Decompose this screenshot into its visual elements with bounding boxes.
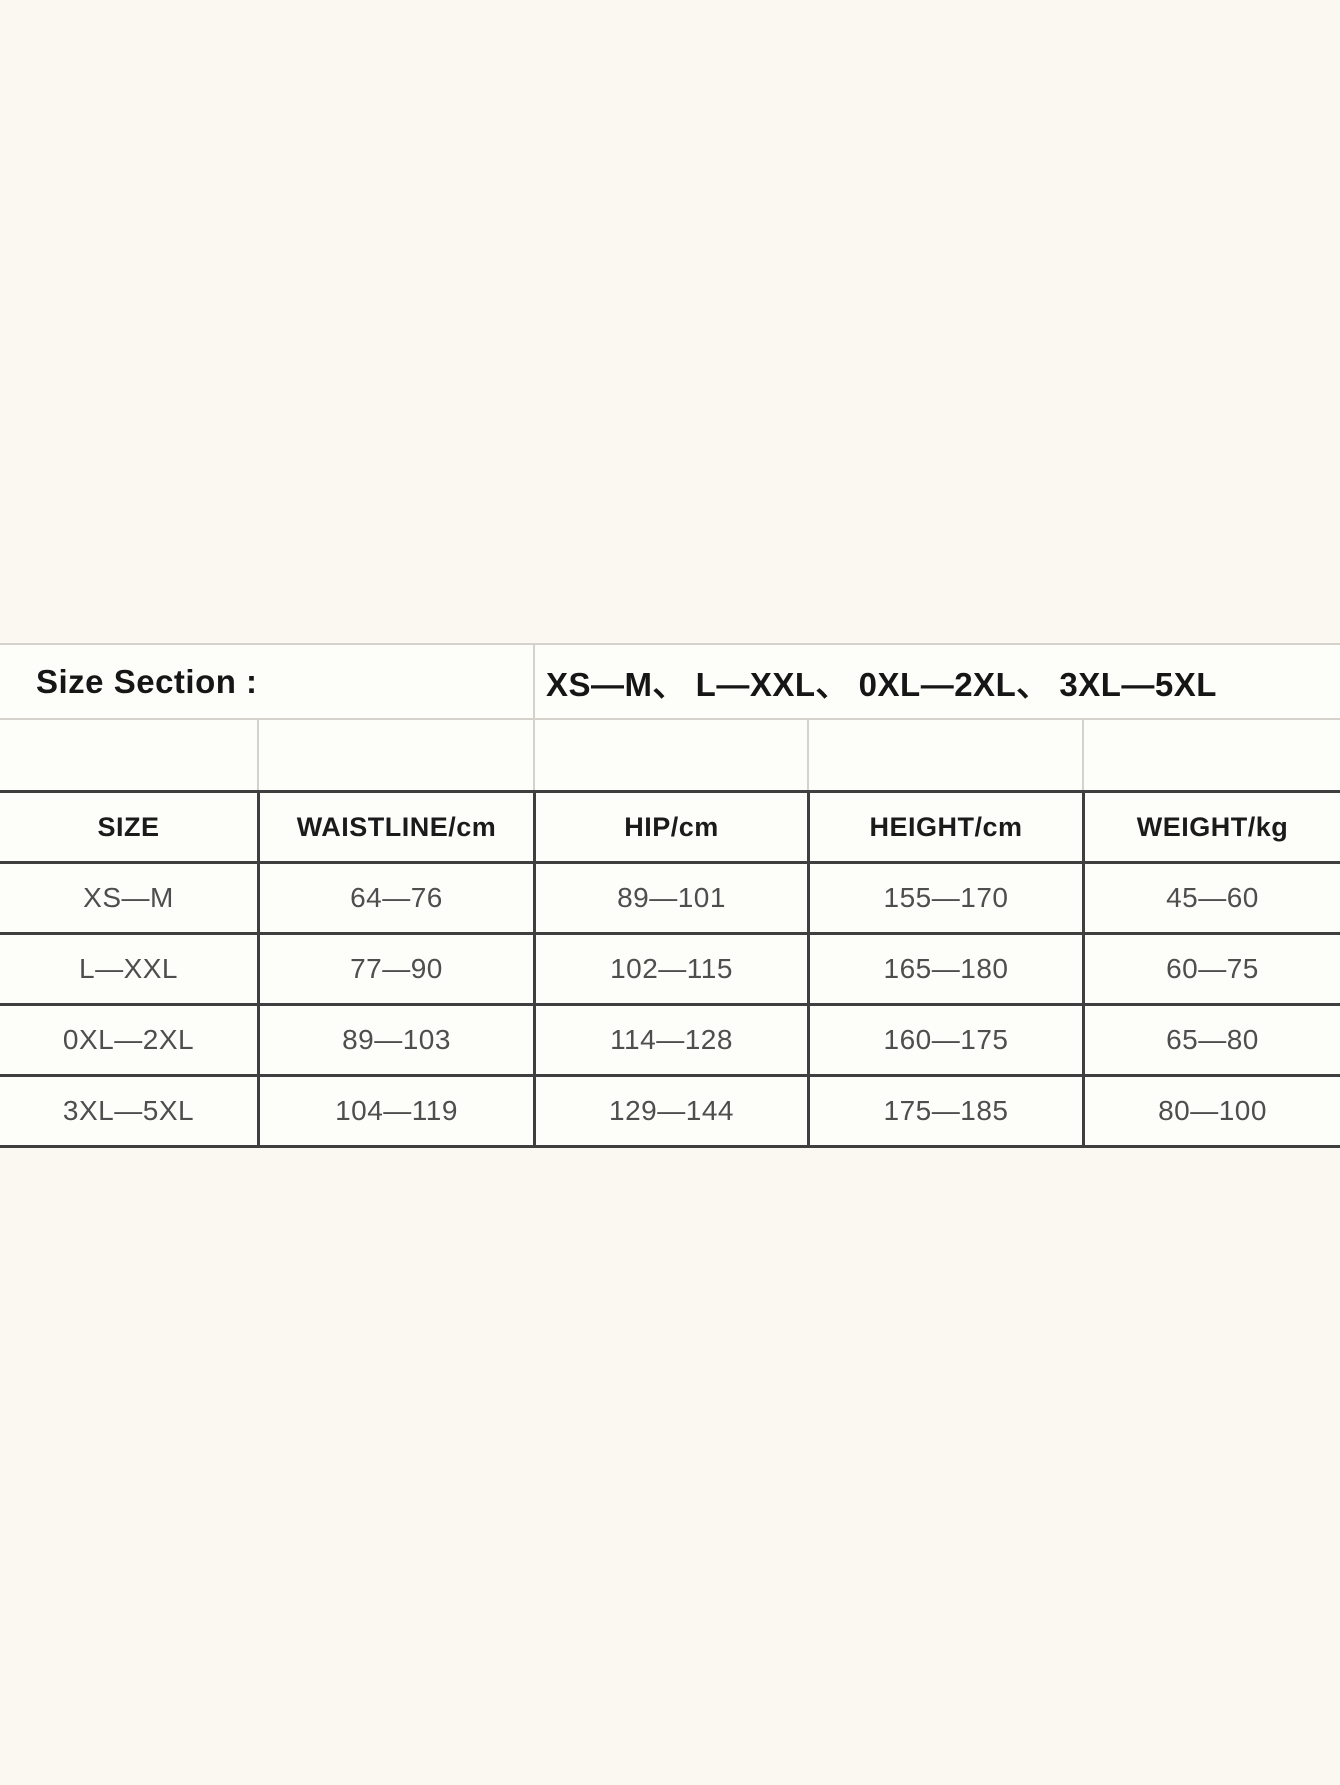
table-cell-waistline: 77—90: [257, 935, 533, 1003]
table-cell-height: 160—175: [807, 1006, 1082, 1074]
table-row-l-xxl: L—XXL 77—90 102—115 165—180 60—75: [0, 935, 1340, 1006]
table-row-3xl-5xl: 3XL—5XL 104—119 129—144 175—185 80—100: [0, 1077, 1340, 1145]
table-cell-hip: 129—144: [533, 1077, 807, 1145]
table-cell-hip: 114—128: [533, 1006, 807, 1074]
table-cell-weight: 45—60: [1082, 864, 1340, 932]
table-row-0xl-2xl: 0XL—2XL 89—103 114—128 160—175 65—80: [0, 1006, 1340, 1077]
table-cell-height: 155—170: [807, 864, 1082, 932]
spacer-row: [0, 720, 1340, 790]
table-header-row: SIZE WAISTLINE/cm HIP/cm HEIGHT/cm WEIGH…: [0, 793, 1340, 864]
column-header-height: HEIGHT/cm: [807, 793, 1082, 861]
spacer-cell: [0, 720, 257, 790]
spacer-cell: [257, 720, 533, 790]
table-cell-height: 165—180: [807, 935, 1082, 1003]
column-header-hip: HIP/cm: [533, 793, 807, 861]
table-cell-size: 3XL—5XL: [62, 1095, 195, 1126]
size-section-label: Size Section :: [36, 662, 258, 700]
size-section-values: XS—M、 L—XXL、 0XL—2XL、 3XL—5XL: [533, 645, 1340, 718]
table-cell-size: 0XL—2XL: [62, 1024, 195, 1055]
column-header-waistline: WAISTLINE/cm: [257, 793, 533, 861]
size-section-row: Size Section : XS—M、 L—XXL、 0XL—2XL、 3XL…: [0, 643, 1340, 720]
size-chart: Size Section : XS—M、 L—XXL、 0XL—2XL、 3XL…: [0, 643, 1340, 1148]
table-cell-size: L—XXL: [79, 953, 178, 984]
table-cell-hip: 89—101: [533, 864, 807, 932]
table-cell-weight: 80—100: [1082, 1077, 1340, 1145]
table-cell-hip: 102—115: [533, 935, 807, 1003]
table-row-xs-m: XS—M 64—76 89—101 155—170 45—60: [0, 864, 1340, 935]
size-table: SIZE WAISTLINE/cm HIP/cm HEIGHT/cm WEIGH…: [0, 790, 1340, 1148]
table-cell-waistline: 89—103: [257, 1006, 533, 1074]
spacer-cell: [1082, 720, 1340, 790]
table-cell-waistline: 104—119: [257, 1077, 533, 1145]
table-cell-height: 175—185: [807, 1077, 1082, 1145]
spacer-cell: [533, 720, 807, 790]
table-cell-size: XS—M: [83, 882, 174, 913]
table-cell-weight: 60—75: [1082, 935, 1340, 1003]
table-cell-weight: 65—80: [1082, 1006, 1340, 1074]
table-cell-waistline: 64—76: [257, 864, 533, 932]
spacer-cell: [807, 720, 1082, 790]
column-header-size: SIZE: [97, 811, 160, 842]
column-header-weight: WEIGHT/kg: [1082, 793, 1340, 861]
